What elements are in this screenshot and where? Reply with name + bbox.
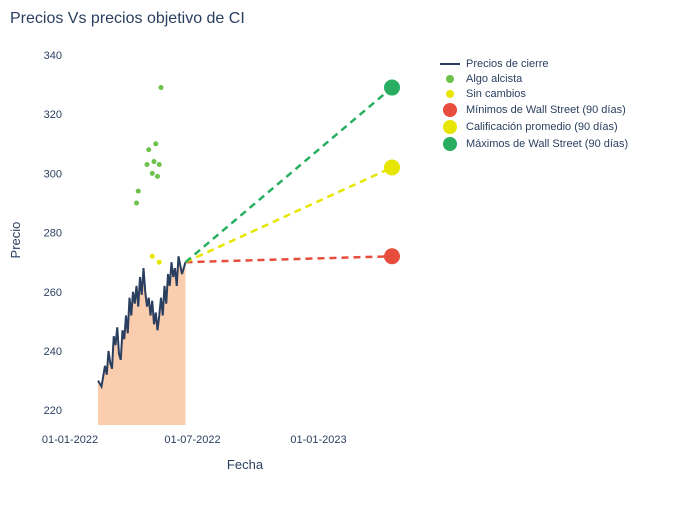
legend-label: Algo alcista	[466, 73, 522, 85]
bullish-point	[150, 171, 155, 176]
bullish-point	[134, 201, 139, 206]
svg-text:320: 320	[44, 109, 62, 121]
legend-item: Mínimos de Wall Street (90 días)	[440, 103, 628, 117]
svg-text:220: 220	[44, 405, 62, 417]
bullish-point	[146, 147, 151, 152]
legend-dot-icon	[446, 75, 454, 83]
projection-avg	[186, 167, 393, 262]
svg-text:300: 300	[44, 168, 62, 180]
legend-label: Sin cambios	[466, 88, 526, 100]
svg-text:01-07-2022: 01-07-2022	[164, 434, 220, 446]
legend-item: Sin cambios	[440, 88, 628, 100]
legend-dot-icon	[446, 90, 454, 98]
bullish-point	[145, 162, 150, 167]
legend-item: Algo alcista	[440, 73, 628, 85]
bullish-point	[157, 162, 162, 167]
svg-text:240: 240	[44, 346, 62, 358]
projection-dot-min	[384, 248, 400, 264]
legend: Precios de cierre Algo alcista Sin cambios…	[440, 58, 628, 154]
svg-text:01-01-2022: 01-01-2022	[42, 434, 98, 446]
bullish-point	[153, 141, 158, 146]
neutral-point	[157, 260, 162, 265]
legend-label: Precios de cierre	[466, 58, 549, 70]
legend-label: Máximos de Wall Street (90 días)	[466, 138, 628, 150]
bullish-point	[159, 85, 164, 90]
legend-bigdot-icon	[443, 137, 457, 151]
bullish-point	[152, 159, 157, 164]
svg-text:Precio: Precio	[8, 222, 23, 259]
legend-line-icon	[440, 63, 460, 65]
projection-max	[186, 88, 393, 263]
legend-item: Máximos de Wall Street (90 días)	[440, 137, 628, 151]
svg-text:280: 280	[44, 228, 62, 240]
legend-label: Mínimos de Wall Street (90 días)	[466, 104, 626, 116]
neutral-point	[150, 254, 155, 259]
projection-dot-avg	[384, 159, 400, 175]
projection-dot-max	[384, 80, 400, 96]
bullish-point	[155, 174, 160, 179]
chart-title: Precios Vs precios objetivo de CI	[10, 10, 245, 28]
svg-text:340: 340	[44, 50, 62, 62]
legend-bigdot-icon	[443, 120, 457, 134]
svg-text:Fecha: Fecha	[227, 457, 264, 472]
svg-text:01-01-2023: 01-01-2023	[290, 434, 346, 446]
svg-text:260: 260	[44, 287, 62, 299]
legend-item: Precios de cierre	[440, 58, 628, 70]
bullish-point	[136, 189, 141, 194]
legend-item: Calificación promedio (90 días)	[440, 120, 628, 134]
legend-bigdot-icon	[443, 103, 457, 117]
projection-min	[186, 256, 393, 262]
legend-label: Calificación promedio (90 días)	[466, 121, 618, 133]
